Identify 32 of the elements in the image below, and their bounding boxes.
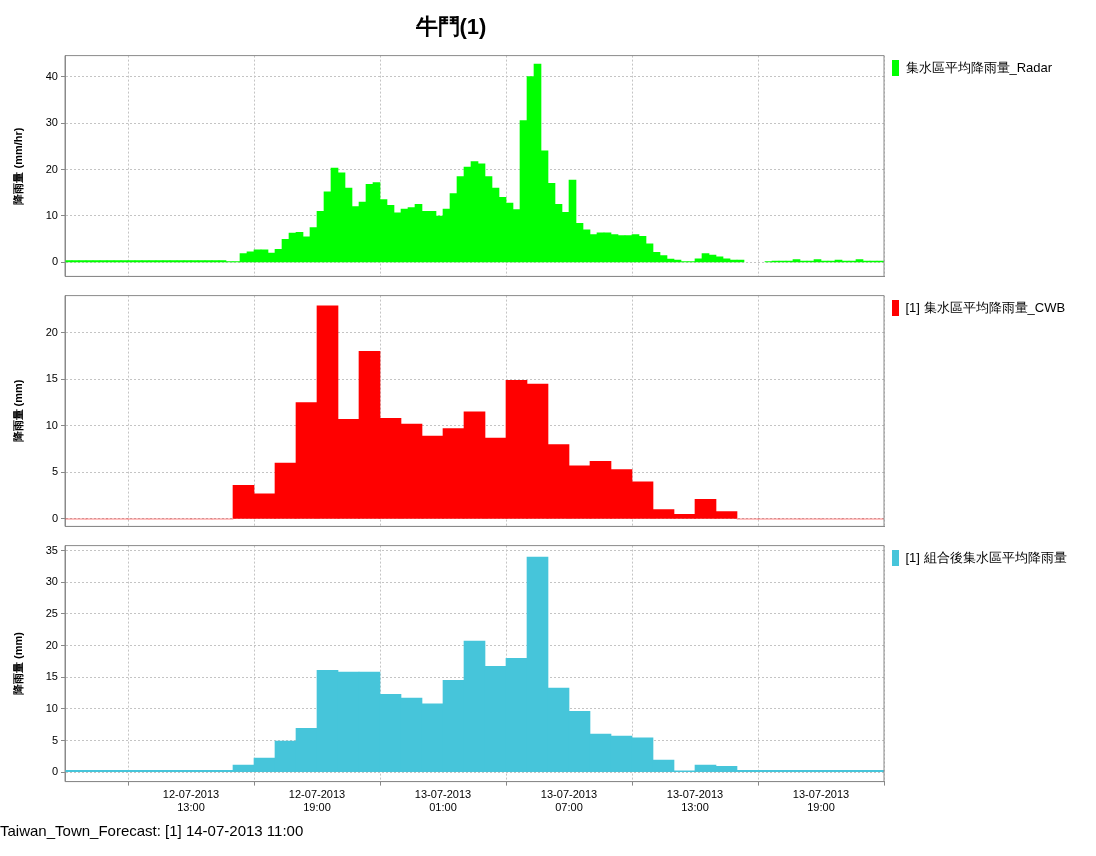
y-tick-label: 15 bbox=[45, 670, 58, 683]
y-tick-label: 40 bbox=[45, 69, 58, 82]
text: Taiwan_Town_Forecast: [1] 14-07-2013 11:00 bbox=[0, 822, 305, 839]
y-tick-label: 20 bbox=[45, 638, 58, 651]
legend-label: 集水區平均降雨量_Radar bbox=[905, 59, 1053, 75]
legend-label: [1] 組合後集水區平均降雨量 bbox=[905, 549, 1067, 565]
y-tick-label: 30 bbox=[45, 575, 58, 588]
y-tick-label: 15 bbox=[45, 372, 58, 385]
x-tick-label: 13-07-2013 07:00 bbox=[540, 788, 598, 814]
y-tick-label: 20 bbox=[45, 162, 58, 175]
x-tick-label: 13-07-2013 01:00 bbox=[414, 788, 472, 814]
y-tick-label: 35 bbox=[45, 543, 58, 556]
x-tick-label: 13-07-2013 19:00 bbox=[792, 788, 850, 814]
y-tick-label: 10 bbox=[45, 418, 58, 431]
x-tick-label: 12-07-2013 13:00 bbox=[162, 788, 220, 814]
y-tick-label: 25 bbox=[45, 606, 58, 619]
chart-title: 牛鬥(1) bbox=[414, 13, 488, 41]
y-tick-label: 5 bbox=[51, 733, 58, 746]
x-tick-label: 12-07-2013 19:00 bbox=[288, 788, 346, 814]
y-axis-title: 降雨量 (mm) bbox=[11, 379, 24, 443]
y-tick-label: 10 bbox=[45, 209, 58, 221]
y-tick-label: 0 bbox=[51, 511, 58, 524]
legend-label: [1] 集水區平均降雨量_CWB bbox=[905, 299, 1066, 315]
y-axis-title: 降雨量 (mm/hr) bbox=[11, 127, 24, 205]
x-tick-label: 13-07-2013 13:00 bbox=[666, 788, 724, 814]
y-tick-label: 10 bbox=[45, 701, 58, 714]
y-tick-label: 20 bbox=[45, 325, 58, 338]
y-tick-label: 0 bbox=[51, 255, 58, 268]
y-tick-label: 30 bbox=[45, 116, 58, 129]
y-tick-label: 0 bbox=[51, 765, 58, 778]
y-tick-label: 5 bbox=[51, 465, 58, 478]
y-axis-title: 降雨量 (mm) bbox=[11, 631, 24, 696]
